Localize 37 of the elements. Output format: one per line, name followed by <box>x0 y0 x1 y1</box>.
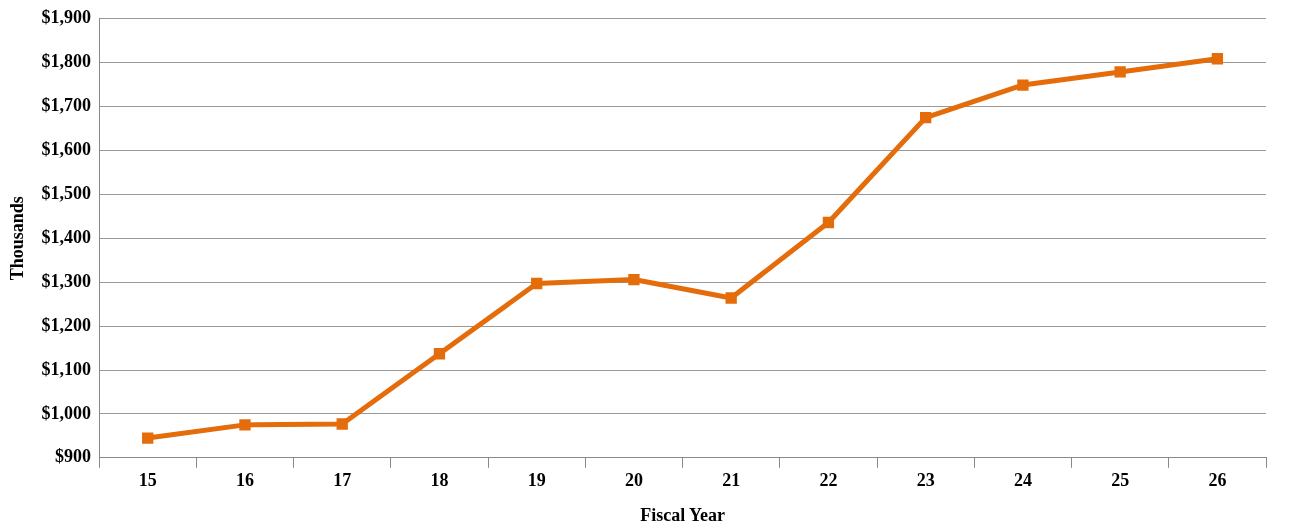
x-tick-label: 22 <box>819 470 838 491</box>
x-axis-title: Fiscal Year <box>640 504 725 525</box>
point <box>725 292 737 304</box>
y-tick-label: $1,700 <box>41 95 92 116</box>
y-tick-label: $1,300 <box>41 270 92 291</box>
y-tick-label: $1,600 <box>41 139 92 160</box>
x-tick-label: 15 <box>138 470 157 491</box>
y-tick-label: $900 <box>55 446 92 467</box>
point <box>239 419 251 431</box>
point <box>531 277 543 290</box>
x-tick-label: 21 <box>722 470 741 491</box>
x-tick-label: 16 <box>235 470 254 491</box>
point <box>1114 66 1126 78</box>
x-tick-label: 26 <box>1208 470 1227 491</box>
x-tick-label: 19 <box>527 470 546 491</box>
point <box>920 111 932 124</box>
y-tick-label: $1,100 <box>41 358 92 379</box>
point <box>822 216 835 229</box>
y-tick-label: $1,400 <box>41 226 92 247</box>
point <box>1017 79 1029 91</box>
point <box>142 432 154 444</box>
x-tick-label: 20 <box>624 470 643 491</box>
y-tick-label: $1,900 <box>41 7 92 28</box>
x-tick-label: 25 <box>1111 470 1130 491</box>
y-tick-label: $1,800 <box>41 51 92 72</box>
x-tick-label: 23 <box>916 470 935 491</box>
point <box>433 348 446 360</box>
point <box>1211 53 1224 65</box>
point <box>628 273 640 286</box>
y-axis-title: Thousands <box>7 196 28 281</box>
x-tick-label: 18 <box>430 470 449 491</box>
point <box>336 418 348 430</box>
y-tick-label: $1,200 <box>41 314 92 335</box>
y-tick-label: $1,000 <box>41 402 92 423</box>
x-tick-label: 17 <box>333 470 352 491</box>
x-tick-label: 24 <box>1013 470 1032 491</box>
y-tick-label: $1,500 <box>41 183 92 204</box>
